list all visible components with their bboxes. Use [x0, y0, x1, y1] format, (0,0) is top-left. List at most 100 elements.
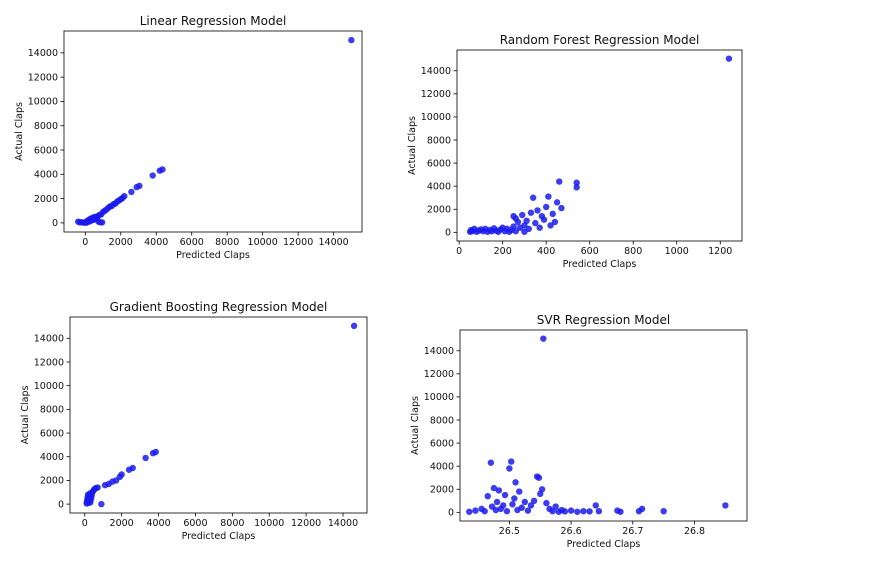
data-point	[98, 219, 106, 226]
data-point	[512, 479, 519, 486]
data-point	[98, 500, 105, 508]
data-point	[511, 495, 518, 502]
y-axis-label: Actual Claps	[14, 102, 25, 161]
data-point	[128, 188, 135, 196]
x-tick-label: 4000	[144, 237, 168, 248]
data-point	[580, 507, 587, 515]
plot-frame	[456, 49, 743, 242]
x-tick-label: 14000	[319, 237, 349, 248]
y-tick-label: 0	[448, 508, 454, 519]
x-tick-label: 0	[456, 246, 462, 257]
y-tick-label: 8000	[430, 415, 454, 426]
y-tick-label: 14000	[421, 66, 451, 77]
data-point	[617, 508, 624, 515]
data-point	[556, 178, 563, 185]
data-point	[540, 216, 548, 223]
x-tick-label: 8000	[220, 518, 244, 529]
y-tick-label: 12000	[28, 72, 58, 83]
data-point	[574, 508, 581, 515]
chart-title: Gradient Boosting Regression Model	[110, 300, 328, 314]
data-point	[567, 507, 575, 514]
data-point	[529, 194, 537, 201]
data-point	[660, 507, 667, 515]
data-point	[518, 504, 525, 511]
data-point	[573, 184, 580, 191]
x-tick-label: 0	[82, 518, 88, 529]
x-tick-label: 0	[82, 237, 88, 248]
chart-title: Linear Regression Model	[140, 14, 287, 28]
x-tick-label: 800	[624, 246, 642, 257]
x-tick-label: 1200	[708, 246, 732, 257]
x-tick-label: 6000	[183, 518, 207, 529]
data-point	[348, 36, 355, 44]
y-tick-label: 4000	[34, 170, 58, 181]
y-tick-label: 10000	[424, 392, 454, 403]
data-point	[595, 507, 603, 515]
x-tick-label: 2000	[110, 518, 134, 529]
data-point	[558, 204, 565, 212]
y-tick-label: 0	[58, 499, 64, 510]
data-point	[538, 486, 546, 493]
x-axis-label: Predicted Claps	[563, 259, 637, 270]
x-tick-label: 6000	[180, 237, 204, 248]
y-axis-label: Actual Claps	[20, 386, 31, 445]
x-axis-label: Predicted Claps	[176, 250, 250, 261]
data-point	[573, 179, 580, 186]
y-tick-label: 14000	[424, 346, 454, 357]
data-point	[118, 471, 125, 478]
data-point	[549, 210, 556, 218]
data-point	[508, 458, 515, 465]
x-tick-label: 14000	[328, 518, 358, 529]
chart-svr-regression: 26.5 26.6 26.7 26.8 0 2000 4000 6000 8000 10000 12…	[410, 313, 748, 550]
data-point	[524, 507, 532, 514]
data-point	[487, 459, 495, 466]
plot-frame	[63, 30, 363, 233]
data-point	[136, 182, 143, 190]
data-point	[495, 487, 503, 494]
data-point	[586, 508, 593, 515]
y-tick-label: 2000	[40, 476, 64, 487]
data-point	[519, 211, 526, 219]
y-tick-label: 8000	[40, 405, 64, 416]
data-point	[129, 464, 136, 472]
y-tick-label: 6000	[40, 428, 64, 439]
data-point	[350, 322, 358, 330]
x-tick-label: 26.5	[499, 526, 520, 537]
data-point	[506, 465, 513, 472]
data-point	[484, 492, 491, 500]
data-point	[551, 218, 559, 226]
data-point	[552, 503, 559, 510]
y-tick-label: 10000	[34, 381, 64, 392]
y-tick-label: 12000	[424, 369, 454, 380]
data-point	[525, 225, 532, 233]
data-point	[536, 224, 543, 231]
x-tick-label: 10000	[254, 518, 284, 529]
data-point	[523, 217, 530, 225]
data-point	[540, 335, 547, 342]
data-point	[547, 222, 554, 229]
data-point	[514, 218, 522, 226]
data-point	[481, 507, 488, 515]
data-point	[152, 448, 159, 456]
chart-title: Random Forest Regression Model	[500, 33, 700, 47]
data-point	[500, 502, 507, 509]
data-point	[94, 484, 101, 491]
data-point	[592, 502, 599, 509]
data-point	[490, 484, 498, 492]
y-tick-label: 6000	[430, 438, 454, 449]
x-axis-label: Predicted Claps	[182, 531, 256, 542]
x-tick-label: 12000	[291, 518, 321, 529]
data-point	[159, 166, 166, 173]
x-tick-label: 1000	[665, 246, 689, 257]
data-point	[534, 207, 541, 214]
y-tick-label: 12000	[34, 357, 64, 368]
y-tick-label: 6000	[34, 145, 58, 156]
data-point	[725, 55, 733, 62]
data-point	[503, 507, 511, 515]
x-tick-label: 8000	[215, 237, 239, 248]
y-tick-label: 2000	[430, 485, 454, 496]
data-point	[638, 505, 646, 513]
plot-frame	[459, 329, 748, 522]
y-tick-label: 0	[445, 228, 451, 239]
